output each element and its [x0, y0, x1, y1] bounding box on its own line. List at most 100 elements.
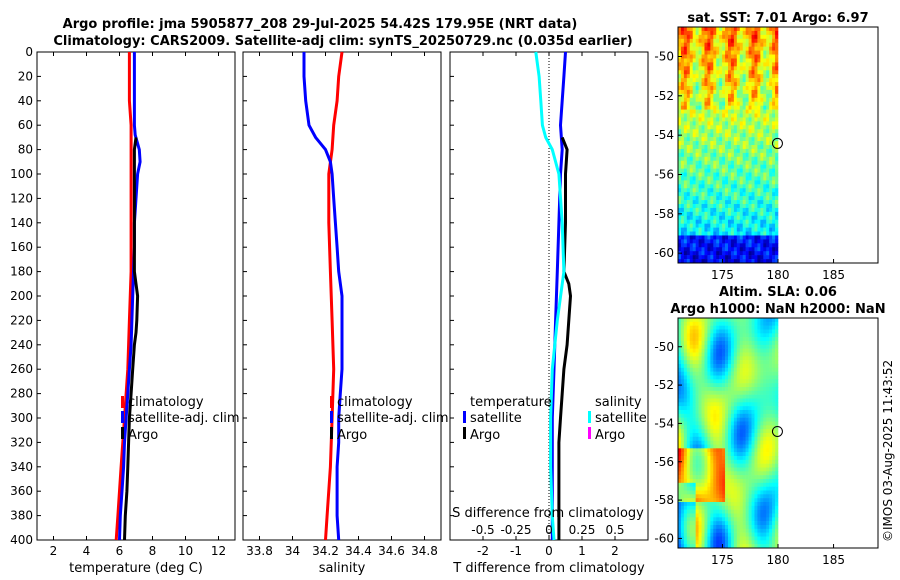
heatmap-cell: [719, 82, 723, 87]
heatmap-cell: [769, 180, 773, 185]
heatmap-cell: [713, 440, 717, 445]
heatmap-cell: [748, 215, 752, 221]
heatmap-cell: [719, 207, 723, 213]
heatmap-cell: [769, 452, 773, 457]
heatmap-cell: [707, 452, 711, 457]
heatmap-cell: [728, 251, 732, 256]
heatmap-cell: [739, 394, 743, 399]
heatmap-cell: [730, 215, 735, 221]
heatmap-cell: [689, 231, 693, 236]
heatmap-cell: [742, 192, 746, 197]
heatmap-cell: [701, 152, 705, 158]
heatmap-cell: [754, 325, 758, 330]
heatmap-cell: [683, 129, 688, 134]
heatmap-cell: [754, 196, 758, 201]
heatmap-cell: [707, 97, 711, 103]
heatmap-cell: [722, 436, 726, 441]
heatmap-cell: [763, 509, 767, 514]
heatmap-cell: [742, 200, 746, 205]
heatmap-cell: [716, 30, 720, 36]
heatmap-cell: [742, 148, 746, 154]
heatmap-cell: [692, 525, 696, 530]
heatmap-cell: [769, 97, 773, 103]
s-diff-tick-label: 0.5: [605, 523, 624, 537]
heatmap-cell: [716, 113, 720, 118]
heatmap-cell: [742, 521, 746, 526]
heatmap-cell: [686, 544, 691, 549]
heatmap-cell: [763, 58, 767, 63]
heatmap-cell: [754, 223, 758, 228]
heatmap-cell: [686, 50, 691, 55]
heatmap-cell: [760, 105, 764, 110]
heatmap-cell: [698, 341, 702, 346]
heatmap-cell: [704, 444, 708, 449]
heatmap-cell: [733, 137, 738, 142]
heatmap-cell: [698, 78, 702, 83]
heatmap-cell: [713, 482, 717, 487]
heatmap-cell: [686, 192, 691, 197]
heatmap-cell: [683, 482, 688, 487]
heatmap-cell: [742, 387, 746, 392]
heatmap-cell: [695, 329, 699, 334]
heatmap-cell: [683, 113, 688, 118]
heatmap-cell: [692, 467, 696, 472]
heatmap-cell: [742, 196, 746, 201]
heatmap-cell: [766, 42, 770, 47]
heatmap-cell: [698, 93, 702, 99]
heatmap-cell: [763, 413, 767, 418]
heatmap-cell: [772, 196, 776, 201]
heatmap-cell: [716, 93, 720, 99]
heatmap-cell: [716, 117, 720, 122]
heatmap-cell: [748, 227, 752, 232]
heatmap-cell: [772, 129, 776, 134]
heatmap-cell: [710, 62, 714, 67]
heatmap-cell: [733, 50, 738, 55]
heatmap-cell: [754, 383, 758, 388]
heatmap-cell: [692, 223, 696, 228]
heatmap-cell: [769, 168, 773, 173]
heatmap-cell: [683, 513, 688, 518]
heatmap-cell: [698, 463, 702, 468]
heatmap-cell: [760, 259, 764, 264]
heatmap-cell: [763, 101, 767, 106]
heatmap-cell: [725, 390, 729, 395]
heatmap-cell: [772, 525, 776, 530]
heatmap-cell: [719, 398, 723, 403]
heatmap-cell: [766, 463, 770, 468]
heatmap-cell: [695, 27, 699, 32]
heatmap-cell: [728, 231, 732, 236]
heatmap-cell: [754, 133, 758, 138]
heatmap-cell: [730, 371, 735, 376]
heatmap-cell: [680, 448, 685, 453]
heatmap-cell: [716, 137, 720, 142]
heatmap-cell: [689, 406, 693, 411]
heatmap-cell: [722, 164, 726, 169]
heatmap-cell: [686, 188, 691, 193]
heatmap-cell: [716, 398, 720, 403]
heatmap-cell: [707, 156, 711, 162]
heatmap-cell: [683, 86, 688, 91]
heatmap-cell: [713, 528, 717, 533]
heatmap-cell: [689, 133, 693, 138]
heatmap-cell: [763, 97, 767, 103]
heatmap-cell: [739, 231, 743, 236]
heatmap-cell: [766, 86, 770, 91]
heatmap-cell: [754, 50, 758, 55]
heatmap-cell: [722, 133, 726, 138]
y-tick-label: 120: [10, 191, 33, 205]
heatmap-cell: [766, 113, 770, 118]
heatmap-cell: [692, 243, 696, 248]
heatmap-cell: [728, 113, 732, 118]
heatmap-cell: [736, 417, 741, 422]
heatmap-cell: [698, 479, 702, 484]
heatmap-cell: [692, 387, 696, 392]
heatmap-cell: [763, 513, 767, 518]
heatmap-cell: [698, 544, 702, 549]
heatmap-cell: [760, 50, 764, 55]
heatmap-cell: [763, 34, 767, 40]
heatmap-cell: [701, 544, 705, 549]
heatmap-cell: [683, 417, 688, 422]
heatmap-cell: [689, 448, 693, 453]
heatmap-cell: [710, 204, 714, 209]
heatmap-cell: [733, 117, 738, 122]
